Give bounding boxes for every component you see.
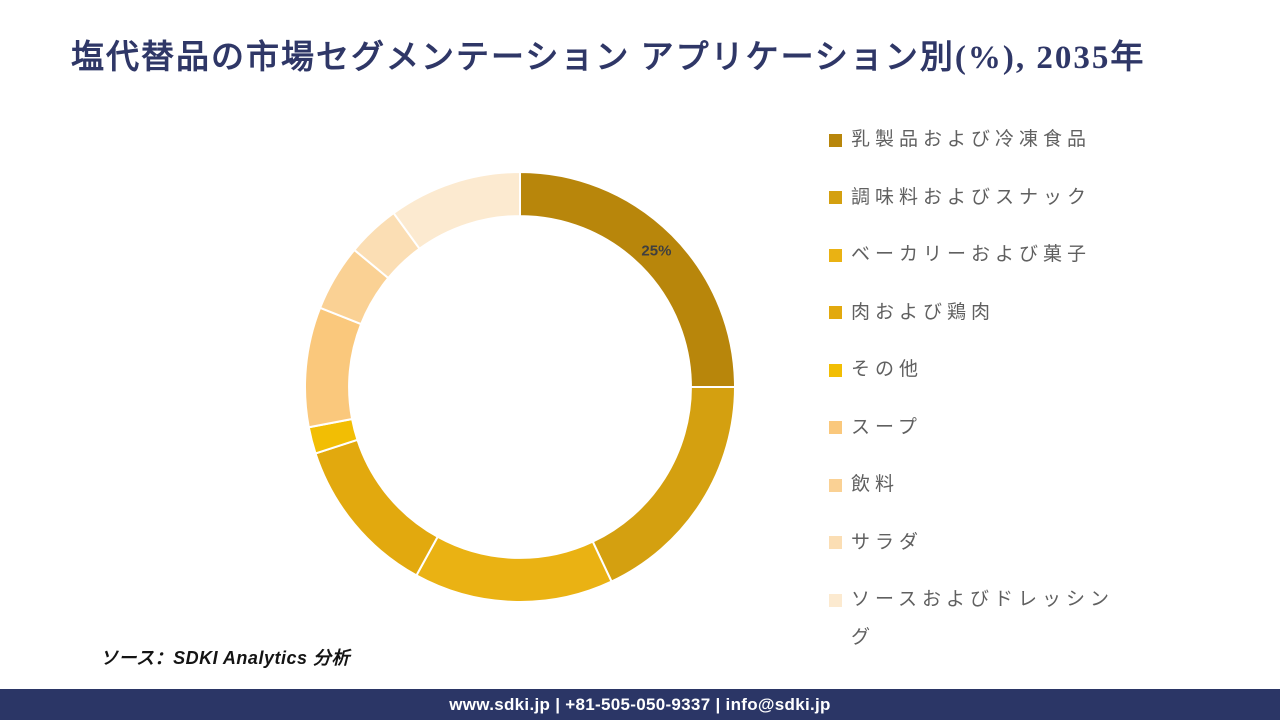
donut-segment-3	[415, 535, 613, 603]
legend-label: 乳製品および冷凍食品	[851, 129, 1092, 150]
donut-segment-1	[519, 170, 737, 388]
legend-label: ソースおよびドレッシング	[851, 589, 1115, 648]
donut-segment-9	[392, 170, 521, 251]
page-title: 塩代替品の市場セグメンテーション アプリケーション別(%), 2035年	[71, 40, 1146, 76]
legend-label: 調味料およびスナック	[851, 186, 1092, 208]
legend-swatch-icon	[829, 306, 842, 319]
legend-label: サラダ	[851, 531, 924, 553]
legend-swatch-icon	[829, 478, 842, 492]
legend-label: ベーカリーおよび菓子	[851, 244, 1092, 265]
legend-label: その他	[851, 359, 924, 380]
footer-bar: www.sdki.jp | +81-505-050-9337 | info@sd…	[0, 689, 1280, 720]
donut-segment-6	[304, 306, 363, 429]
legend-swatch-icon	[829, 363, 842, 377]
segment-data-label: 25%	[641, 243, 671, 260]
legend-item: 乳製品および冷凍食品	[829, 121, 1121, 159]
legend-item: その他	[829, 351, 1121, 389]
chart-legend: 乳製品および冷凍食品 調味料およびスナック ベーカリーおよび菓子 肉および鶏肉 その他ス…	[829, 121, 1121, 677]
legend-label: 飲料	[851, 474, 900, 495]
legend-label: 肉および鶏肉	[851, 301, 996, 323]
chart-area: 25%	[300, 167, 740, 607]
legend-swatch-icon	[829, 191, 842, 204]
legend-swatch-icon	[829, 421, 842, 434]
legend-item: サラダ	[829, 524, 1121, 562]
source-note: ソース：SDKI Analytics 分析	[100, 648, 350, 668]
legend-swatch-icon	[829, 133, 842, 147]
donut-segment-2	[591, 386, 737, 583]
legend-label: スープ	[851, 416, 922, 438]
legend-item: 調味料およびスナック	[829, 179, 1121, 217]
legend-item: ベーカリーおよび菓子	[829, 236, 1121, 274]
legend-item: 肉および鶏肉	[829, 294, 1121, 332]
donut-segment-4	[314, 438, 440, 577]
legend-item: 飲料	[829, 466, 1121, 504]
footer-contact-text: www.sdki.jp | +81-505-050-9337 | info@sd…	[449, 694, 831, 714]
legend-item: スープ	[829, 409, 1121, 447]
legend-item: ソースおよびドレッシング	[829, 581, 1121, 657]
legend-swatch-icon	[829, 536, 842, 549]
legend-swatch-icon	[829, 248, 842, 262]
donut-chart: 25%	[304, 170, 737, 603]
legend-swatch-icon	[829, 593, 842, 607]
